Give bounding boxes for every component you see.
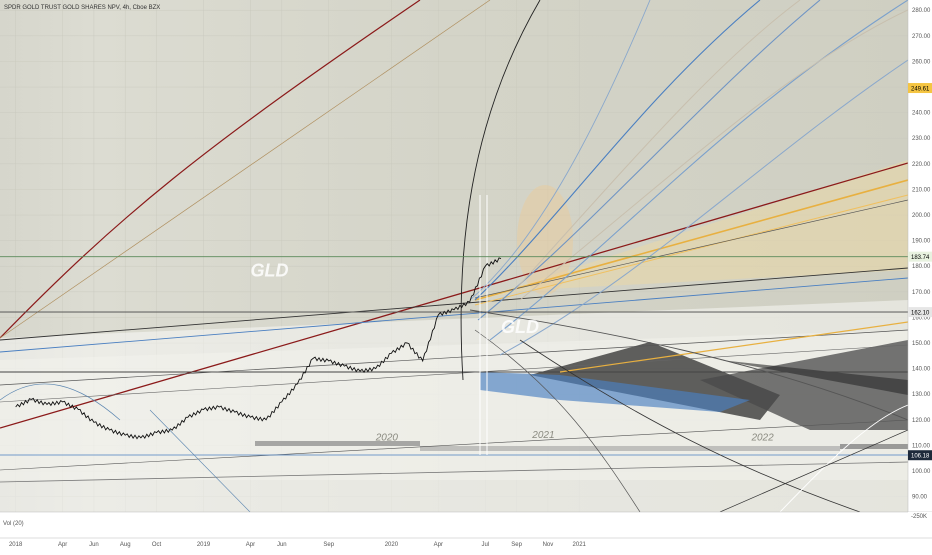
gray-arc-down-2 [474, 329, 641, 512]
x-tick-label: Apr [434, 542, 443, 548]
black-arc-1 [460, 0, 541, 381]
gray-arc-down [469, 309, 908, 421]
y-tick-label: 160.00 [912, 315, 931, 321]
price-line [15, 257, 502, 440]
blue-arc-3 [489, 0, 908, 341]
x-tick-label: Nov [543, 542, 554, 548]
gray-line-fan [474, 199, 908, 299]
x-tick-label: Oct [152, 542, 162, 548]
y-tick-label: 210.00 [912, 187, 931, 193]
y-tick-label: 190.00 [912, 239, 931, 245]
chart-title: SPDR GOLD TRUST GOLD SHARES NPV, 4h, Cbo… [4, 5, 160, 11]
region-label: 2022 [750, 432, 774, 443]
x-tick-label: 2018 [9, 542, 23, 548]
y-tick-label: 270.00 [912, 34, 931, 40]
blue-wave [0, 383, 121, 421]
price-tag-value: 162.10 [911, 311, 930, 317]
y-tick-label: 140.00 [912, 367, 931, 373]
dark-diag [719, 429, 908, 512]
range-bar-2020 [255, 441, 420, 446]
x-tick-label: Sep [323, 542, 334, 548]
beige-arc-2 [519, 9, 908, 301]
red-arc [0, 0, 421, 339]
trend-line-4 [0, 329, 908, 386]
price-tag-box [908, 450, 932, 461]
y-tick-label: 200.00 [912, 213, 931, 219]
volume-scale-label: -250K [911, 514, 927, 520]
tan-line [0, 0, 491, 339]
trend-line-1 [0, 267, 908, 341]
blue-diag-down [149, 409, 251, 512]
orange-line-2 [474, 194, 908, 306]
volume-axis-background [908, 512, 932, 538]
blue-arc-2 [477, 0, 821, 321]
y-tick-label: 260.00 [912, 59, 931, 65]
x-tick-label: Apr [246, 542, 255, 548]
x-tick-label: Jun [89, 542, 99, 548]
x-tick-label: Jul [481, 542, 489, 548]
beige-arc-1 [514, 0, 801, 291]
price-tag-box [908, 83, 932, 94]
volume-label: Vol (20) [3, 521, 24, 527]
y-tick-label: 150.00 [912, 341, 931, 347]
trend-line-5 [0, 344, 908, 403]
price-tag-value: 249.61 [911, 87, 930, 93]
region-label: 2020 [375, 432, 399, 443]
x-tick-label: 2019 [197, 542, 211, 548]
red-trendline [0, 162, 908, 429]
range-bar-2021 [420, 446, 840, 451]
x-tick-label: Apr [58, 542, 67, 548]
orange-line-3 [559, 321, 908, 373]
orange-line-1 [474, 179, 908, 301]
y-tick-label: 110.00 [912, 443, 931, 449]
white-arc [779, 404, 908, 512]
watermark-label: GLD [250, 260, 288, 280]
x-tick-label: Sep [511, 542, 522, 548]
price-tags: 249.61 183.74 162.10 106.18 [908, 83, 932, 461]
trend-line-2 [0, 277, 908, 353]
time-axis-background [0, 538, 932, 550]
y-tick-label: 280.00 [912, 8, 931, 14]
y-tick-label: 120.00 [912, 418, 931, 424]
y-tick-label: 230.00 [912, 136, 931, 142]
trend-line-6 [0, 419, 908, 471]
range-bar-2022 [840, 444, 908, 449]
price-tag-value: 183.74 [911, 255, 930, 261]
blue-projection [480, 372, 750, 412]
x-tick-label: 2020 [385, 542, 399, 548]
volume-pane [0, 512, 908, 538]
y-tick-label: 90.00 [912, 495, 928, 501]
price-tag-box [908, 307, 932, 318]
dark-triangle-2 [700, 340, 908, 430]
time-axis[interactable]: 2018 Apr Jun Aug Oct 2019 Apr Jun Sep 2020 Apr Jul S… [9, 542, 587, 548]
y-tick-label: 130.00 [912, 392, 931, 398]
blue-arc-4 [499, 59, 908, 356]
y-tick-label: 180.00 [912, 264, 931, 270]
watermark-label: GLD [501, 317, 539, 337]
y-tick-label: 220.00 [912, 162, 931, 168]
dark-triangle-3 [720, 360, 908, 395]
drawing-overlay [0, 0, 908, 512]
trend-line-7 [0, 461, 908, 483]
y-tick-label: 240.00 [912, 111, 931, 117]
price-tag-value: 106.18 [911, 454, 930, 460]
blue-arc-5 [469, 0, 651, 301]
y-tick-label: 100.00 [912, 469, 931, 475]
x-tick-label: Jun [277, 542, 287, 548]
price-tag-box [908, 251, 932, 262]
y-tick-label: 170.00 [912, 290, 931, 296]
text-labels: GLD GLD 2020 2021 2022 [250, 260, 774, 443]
x-tick-label: 2021 [573, 542, 587, 548]
x-tick-label: Aug [120, 542, 131, 548]
region-label: 2021 [531, 430, 554, 441]
blue-arc-1 [474, 0, 761, 301]
horizontal-levels [0, 256, 908, 313]
black-arc-down [519, 339, 861, 512]
